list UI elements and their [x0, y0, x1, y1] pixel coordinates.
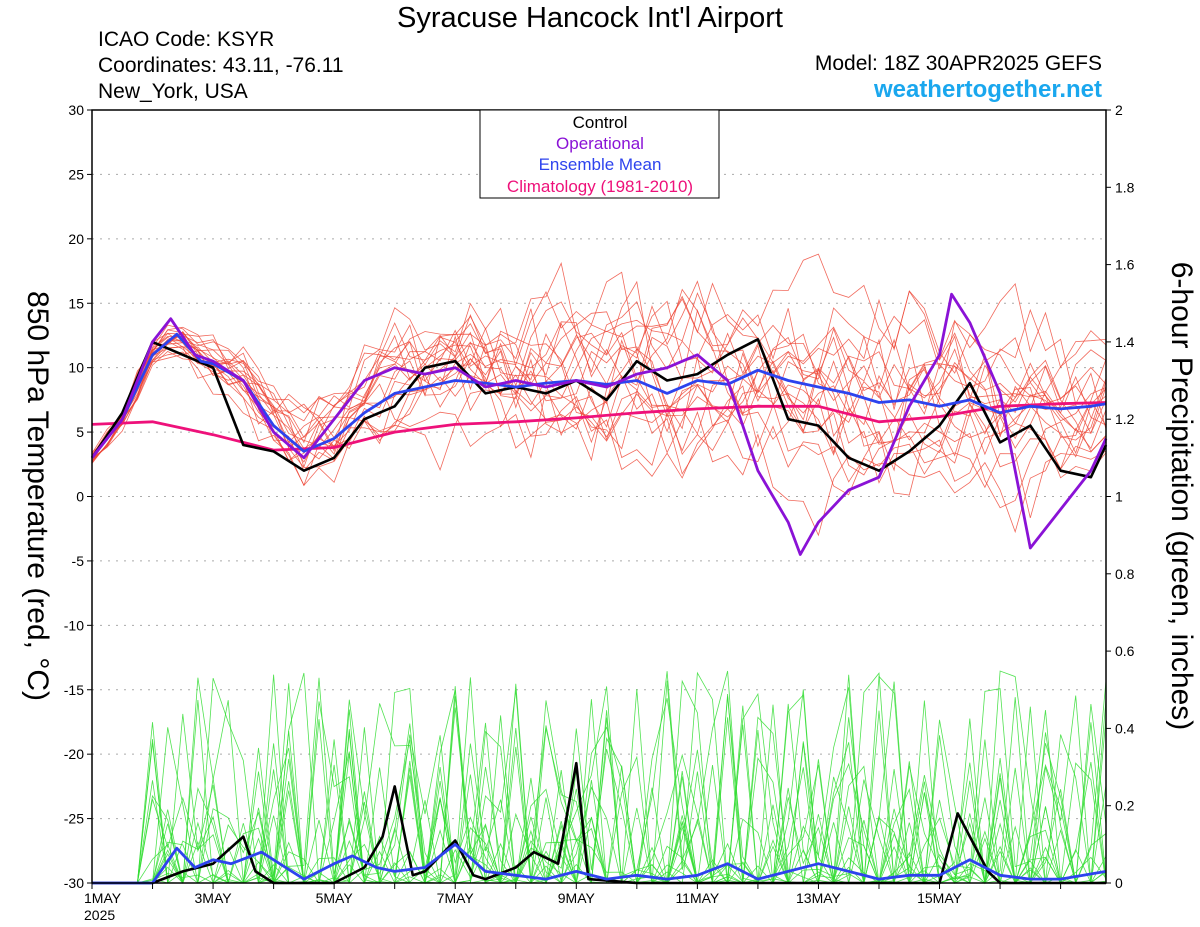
- temp-member-line: [91, 330, 1107, 483]
- legend-entry-control: Control: [573, 113, 628, 132]
- x-tick-label: 15MAY: [917, 890, 963, 906]
- x-tick-label: 9MAY: [558, 890, 596, 906]
- x-tick-label: 5MAY: [316, 890, 354, 906]
- grid-lines: [92, 173, 1106, 820]
- y-axis-left: 30 25 20 15 10 5 0 -5 -10 -15 -20 -25 -30: [64, 102, 92, 891]
- precip-series-ensemble_mean: [92, 843, 1107, 885]
- x-tick-label: 13MAY: [796, 890, 842, 906]
- location: New_York, USA: [98, 80, 248, 103]
- y-tick-label: -25: [64, 811, 84, 827]
- legend-entry-operational: Operational: [556, 134, 644, 153]
- y-axis-label-right: 6-hour Precipitation (green, inches): [1165, 262, 1198, 731]
- y2-tick-label: 1.2: [1115, 411, 1135, 427]
- y-axis-right: 2 1.8 1.6 1.4 1.2 1 0.8 0.6 0.4 0.2 0: [1106, 102, 1135, 891]
- y-tick-label: 0: [76, 489, 84, 505]
- y2-tick-label: 0.8: [1115, 566, 1135, 582]
- x-tick-label: 1MAY: [84, 890, 122, 906]
- y-tick-label: -30: [64, 875, 84, 891]
- y-tick-label: 10: [68, 360, 84, 376]
- temp-member-line: [91, 292, 1107, 479]
- temp-member-line: [91, 262, 1107, 509]
- temp-member-line: [91, 332, 1107, 472]
- y-tick-label: -10: [64, 617, 84, 633]
- precip-member-line: [92, 674, 1107, 885]
- y2-tick-label: 1: [1115, 489, 1123, 505]
- chart-title: Syracuse Hancock Int'l Airport: [397, 2, 783, 34]
- y-tick-label: -5: [72, 553, 85, 569]
- y-tick-label: 30: [68, 102, 84, 118]
- y-tick-label: -15: [64, 682, 84, 698]
- y2-tick-label: 0.6: [1115, 643, 1135, 659]
- temp-series-operational: [90, 292, 1108, 556]
- x-tick-label: 3MAY: [195, 890, 233, 906]
- temp-member-line: [91, 280, 1107, 484]
- y2-tick-label: 1.8: [1115, 179, 1135, 195]
- legend: Control Operational Ensemble Mean Climat…: [479, 109, 720, 199]
- y2-tick-label: 0: [1115, 875, 1123, 891]
- temp-member-line: [91, 301, 1107, 472]
- temp-member-line: [91, 308, 1107, 470]
- y-tick-label: 5: [76, 424, 84, 440]
- model-run: Model: 18Z 30APR2025 GEFS: [814, 52, 1102, 75]
- y2-tick-label: 1.6: [1115, 257, 1135, 273]
- temp-member-line: [91, 335, 1107, 496]
- temp-member-line: [91, 253, 1107, 454]
- precip-series-control: [92, 761, 1106, 885]
- y-tick-label: 15: [68, 295, 84, 311]
- precip-member-line: [92, 680, 1107, 885]
- legend-entry-climatology: Climatology (1981-2010): [507, 177, 693, 196]
- legend-box: [479, 109, 720, 199]
- y-tick-label: 20: [68, 231, 84, 247]
- coordinates: Coordinates: 43.11, -76.11: [98, 54, 344, 77]
- icao-code: ICAO Code: KSYR: [98, 28, 275, 51]
- temp-member-line: [91, 280, 1107, 469]
- y-tick-label: -20: [64, 746, 84, 762]
- y2-tick-label: 0.2: [1115, 798, 1135, 814]
- series-lines: [90, 292, 1108, 885]
- precip-member-line: [92, 677, 1106, 884]
- temp-series-control: [90, 337, 1108, 479]
- y-tick-label: 25: [68, 166, 84, 182]
- y-axis-label-left: 850 hPa Temperature (red, °C): [21, 291, 54, 701]
- site-link[interactable]: weathertogether.net: [873, 76, 1102, 103]
- temp-member-line: [91, 334, 1107, 487]
- precip-member-line: [92, 683, 1107, 884]
- precip-member-line: [92, 699, 1107, 885]
- y2-tick-label: 2: [1115, 102, 1123, 118]
- x-tick-sublabel: 2025: [84, 907, 115, 923]
- legend-entry-ensemble-mean: Ensemble Mean: [539, 155, 662, 174]
- x-tick-label: 11MAY: [675, 890, 719, 906]
- precip-member-line: [92, 686, 1107, 885]
- temp-member-line: [91, 307, 1107, 457]
- x-tick-label: 7MAY: [437, 890, 475, 906]
- y2-tick-label: 0.4: [1115, 720, 1135, 736]
- precip-member-line: [92, 700, 1107, 885]
- precip-member-line: [92, 689, 1107, 885]
- ensemble-members: [91, 253, 1107, 885]
- temp-member-line: [91, 308, 1107, 462]
- y2-tick-label: 1.4: [1115, 334, 1135, 350]
- temp-member-line: [91, 282, 1107, 458]
